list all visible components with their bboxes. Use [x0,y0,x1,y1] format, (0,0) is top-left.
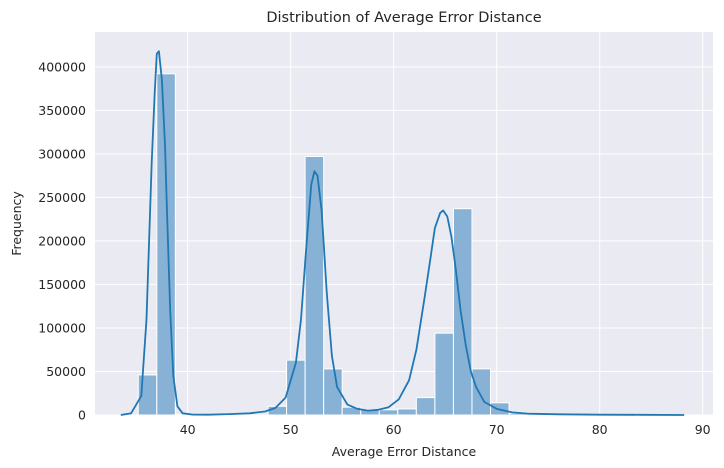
x-tick-label: 40 [180,422,196,437]
y-tick-label: 150000 [38,277,86,292]
histogram-bar [323,368,343,416]
histogram-bars [137,73,529,416]
y-tick-label: 100000 [38,320,86,335]
y-tick-label: 400000 [38,59,86,74]
histogram-bar [397,408,417,416]
histogram-bar [415,397,436,416]
histogram-bar [378,409,399,416]
y-tick-label: 50000 [46,364,86,379]
x-tick-label: 60 [386,422,402,437]
x-tick-label: 50 [283,422,299,437]
x-axis-title: Average Error Distance [332,444,477,459]
y-tick-label: 250000 [38,190,86,205]
histogram-bar [452,208,473,416]
y-axis-title: Frequency [9,191,24,256]
plot-background [95,32,713,415]
kde-curve-group [120,50,685,416]
x-tick-label: 70 [489,422,505,437]
y-tick-label: 200000 [38,233,86,248]
histogram-bar [267,405,288,416]
chart-title: Distribution of Average Error Distance [266,10,541,26]
x-tick-labels: 40 50 60 70 80 90 [180,422,711,437]
histogram-bar [471,368,492,416]
histogram-bar [434,332,454,416]
x-tick-label: 90 [695,422,711,437]
y-tick-labels: 0 50000 100000 150000 200000 250000 300000 3500… [38,59,86,422]
y-tick-label: 300000 [38,146,86,161]
y-tick-label: 350000 [38,103,86,118]
kde-line [120,50,685,416]
histogram-bar [304,155,325,416]
x-tick-label: 80 [592,422,608,437]
grid-lines [95,32,713,416]
y-tick-label: 0 [78,408,86,423]
